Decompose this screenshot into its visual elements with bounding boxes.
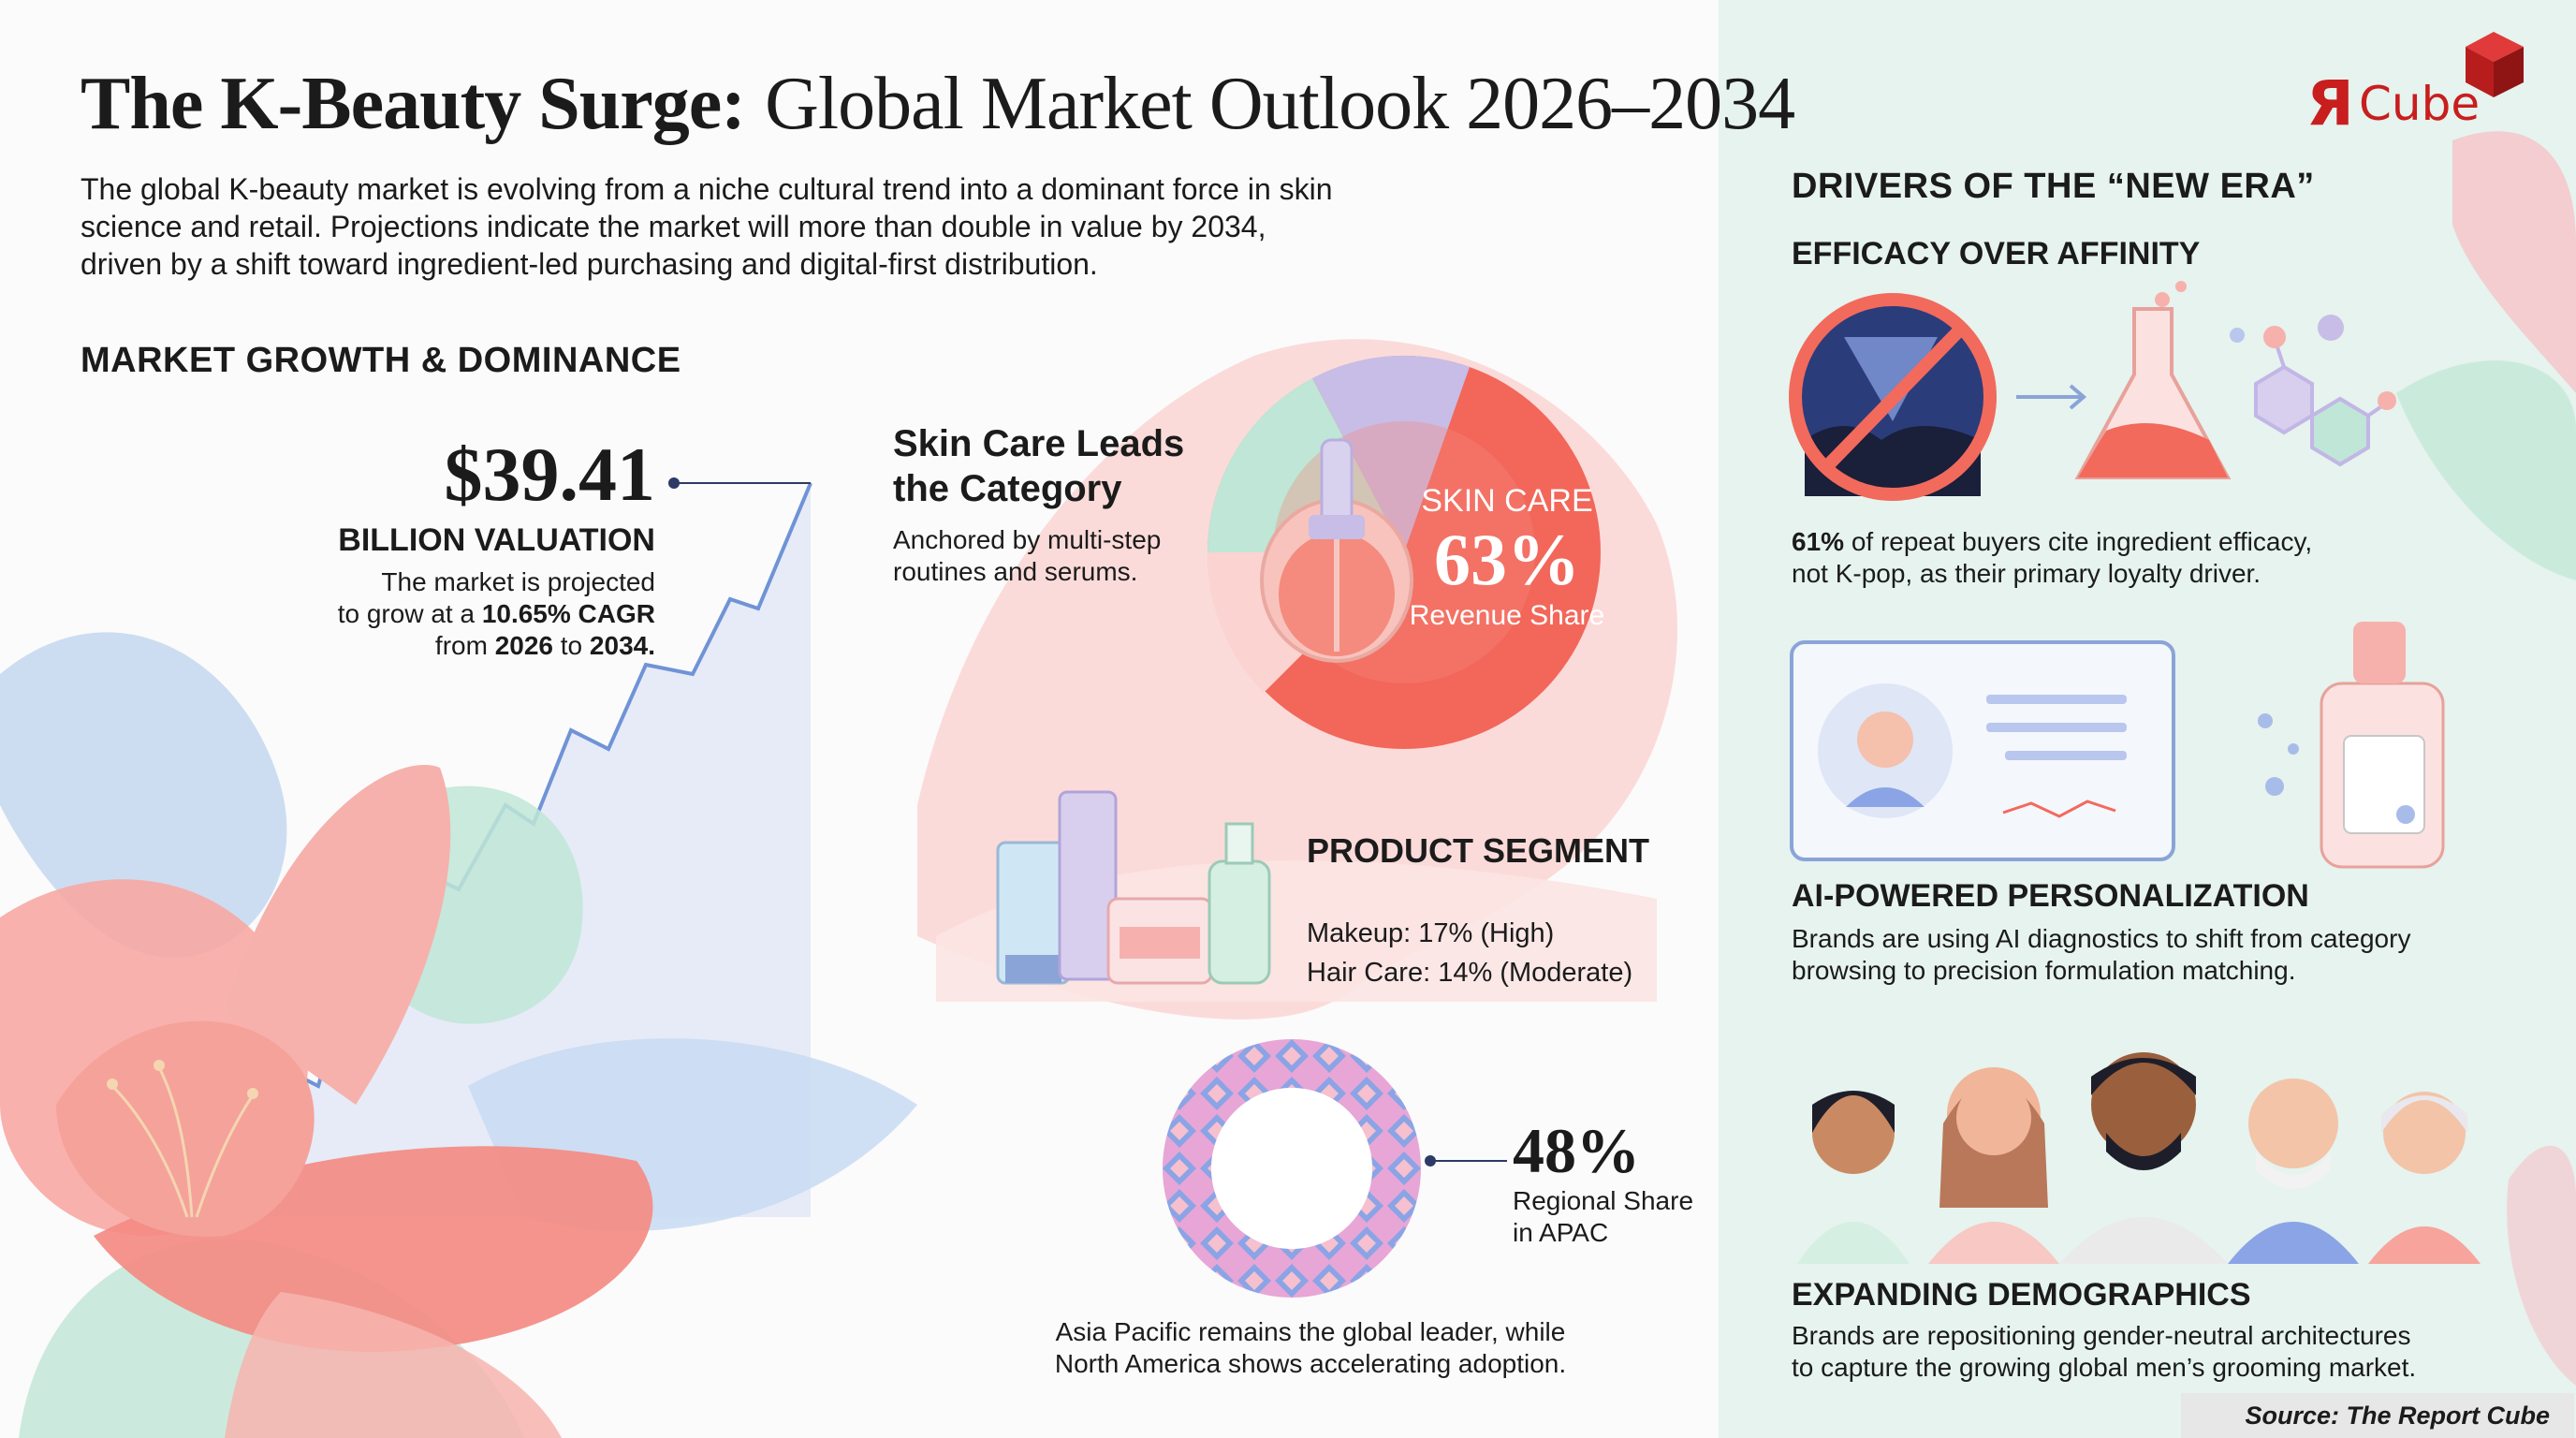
region-label-line: Regional Share bbox=[1513, 1186, 1694, 1215]
ai-heading: AI-POWERED PERSONALIZATION bbox=[1792, 878, 2309, 914]
intro-line: driven by a shift toward ingredient-led … bbox=[80, 247, 1098, 281]
profile-scan-screen-icon bbox=[1790, 640, 2175, 861]
skincare-donut-label: SKIN CARE bbox=[1421, 483, 1593, 519]
logo-text: Cube bbox=[2359, 77, 2481, 131]
page-title: The K-Beauty Surge: Global Market Outloo… bbox=[80, 60, 1795, 147]
skincare-share-value: 63% bbox=[1434, 519, 1580, 600]
ai-description: Brands are using AI diagnostics to shift… bbox=[1792, 923, 2410, 987]
segment-makeup: Makeup: 17% (High) bbox=[1307, 918, 1555, 948]
efficacy-description: 61% of repeat buyers cite ingredient eff… bbox=[1792, 526, 2312, 590]
arrow-right-icon bbox=[2016, 384, 2087, 410]
ai-illustration bbox=[1790, 622, 2445, 869]
molecule-icon bbox=[2254, 338, 2389, 467]
region-share-value: 48% bbox=[1513, 1115, 1640, 1186]
skincare-heading: Skin Care Leads the Category bbox=[893, 421, 1184, 511]
region-share-block: 48% Regional Share in APAC bbox=[1513, 1116, 1693, 1249]
efficacy-illustration bbox=[1789, 281, 2396, 501]
valuation-label: BILLION VALUATION bbox=[338, 522, 655, 558]
demographics-desc-line: Brands are repositioning gender-neutral … bbox=[1792, 1321, 2411, 1350]
ai-desc-line: browsing to precision formulation matchi… bbox=[1792, 956, 2296, 985]
title-light: Global Market Outlook 2026–2034 bbox=[765, 63, 1795, 145]
valuation-desc-line: The market is projected bbox=[381, 567, 655, 596]
efficacy-desc-line: 61% of repeat buyers cite ingredient eff… bbox=[1792, 527, 2313, 556]
valuation-desc-line: from 2026 to 2034. bbox=[434, 631, 655, 660]
product-segment-heading: PRODUCT SEGMENT bbox=[1307, 831, 1650, 870]
region-share-label: Regional Share in APAC bbox=[1513, 1185, 1693, 1249]
person-woman-icon bbox=[1797, 1091, 1910, 1264]
region-desc-line: Asia Pacific remains the global leader, … bbox=[1055, 1317, 1566, 1346]
efficacy-desc-line: not K-pop, as their primary loyalty driv… bbox=[1792, 559, 2261, 588]
skincare-heading-line: the Category bbox=[893, 468, 1122, 509]
serum-bottle-icon bbox=[1260, 438, 1413, 663]
logo-mark: Я bbox=[2306, 67, 2354, 139]
skincare-desc-line: routines and serums. bbox=[893, 557, 1138, 586]
source-text: Source: The Report Cube bbox=[2245, 1401, 2550, 1430]
lab-flask-icon bbox=[2074, 281, 2232, 479]
skincare-desc-line: Anchored by multi-step bbox=[893, 525, 1162, 554]
segment-haircare: Hair Care: 14% (Moderate) bbox=[1307, 958, 1633, 988]
demographics-desc-line: to capture the growing global men’s groo… bbox=[1792, 1353, 2417, 1382]
valuation-block: $39.41 BILLION VALUATION The market is p… bbox=[281, 433, 655, 662]
diverse-people-illustration bbox=[1797, 1052, 2481, 1264]
drivers-heading: DRIVERS OF THE “NEW ERA” bbox=[1792, 167, 2315, 206]
cosmetic-products-icon bbox=[996, 790, 1271, 985]
skincare-share-label: Revenue Share bbox=[1409, 600, 1605, 631]
person-older-man-icon bbox=[2228, 1078, 2359, 1264]
cube-icon bbox=[2466, 32, 2524, 97]
market-growth-heading: MARKET GROWTH & DOMINANCE bbox=[80, 341, 681, 380]
intro-line: The global K-beauty market is evolving f… bbox=[80, 172, 1333, 206]
valuation-desc-line: to grow at a 10.65% CAGR bbox=[337, 599, 655, 628]
region-description: Asia Pacific remains the global leader, … bbox=[992, 1316, 1629, 1380]
valuation-description: The market is projected to grow at a 10.… bbox=[281, 566, 655, 662]
product-segment-list: Makeup: 17% (High) Hair Care: 14% (Moder… bbox=[1307, 914, 1632, 992]
serum-bottle-icon bbox=[2320, 622, 2445, 869]
person-woman-icon bbox=[1928, 1067, 2059, 1264]
demographics-description: Brands are repositioning gender-neutral … bbox=[1792, 1320, 2416, 1384]
region-label-line: in APAC bbox=[1513, 1218, 1609, 1247]
skincare-heading-line: Skin Care Leads bbox=[893, 423, 1185, 464]
title-bold: The K-Beauty Surge: bbox=[80, 63, 746, 145]
efficacy-heading: EFFICACY OVER AFFINITY bbox=[1792, 236, 2201, 271]
valuation-value: $39.41 bbox=[444, 432, 656, 517]
ai-desc-line: Brands are using AI diagnostics to shift… bbox=[1792, 924, 2411, 953]
region-donut-chart bbox=[1163, 1039, 1421, 1298]
person-man-icon bbox=[2059, 1052, 2228, 1264]
intro-line: science and retail. Projections indicate… bbox=[80, 210, 1266, 243]
donut-makeup-slice bbox=[1312, 355, 1470, 552]
region-desc-line: North America shows accelerating adoptio… bbox=[1054, 1349, 1567, 1378]
concert-prohibited-icon bbox=[1789, 293, 1997, 501]
demographics-heading: EXPANDING DEMOGRAPHICS bbox=[1792, 1277, 2251, 1313]
region-connector bbox=[1425, 1155, 1507, 1167]
person-older-woman-icon bbox=[2368, 1092, 2481, 1264]
skincare-donut-chart bbox=[1207, 355, 1601, 749]
intro-paragraph: The global K-beauty market is evolving f… bbox=[80, 170, 1428, 283]
source-footer: Source: The Report Cube bbox=[2181, 1393, 2574, 1438]
skincare-share-block: SKIN CARE 63% Revenue Share bbox=[1404, 483, 1610, 632]
report-cube-logo: Я Cube bbox=[2306, 26, 2531, 139]
skincare-description: Anchored by multi-step routines and seru… bbox=[893, 524, 1161, 588]
